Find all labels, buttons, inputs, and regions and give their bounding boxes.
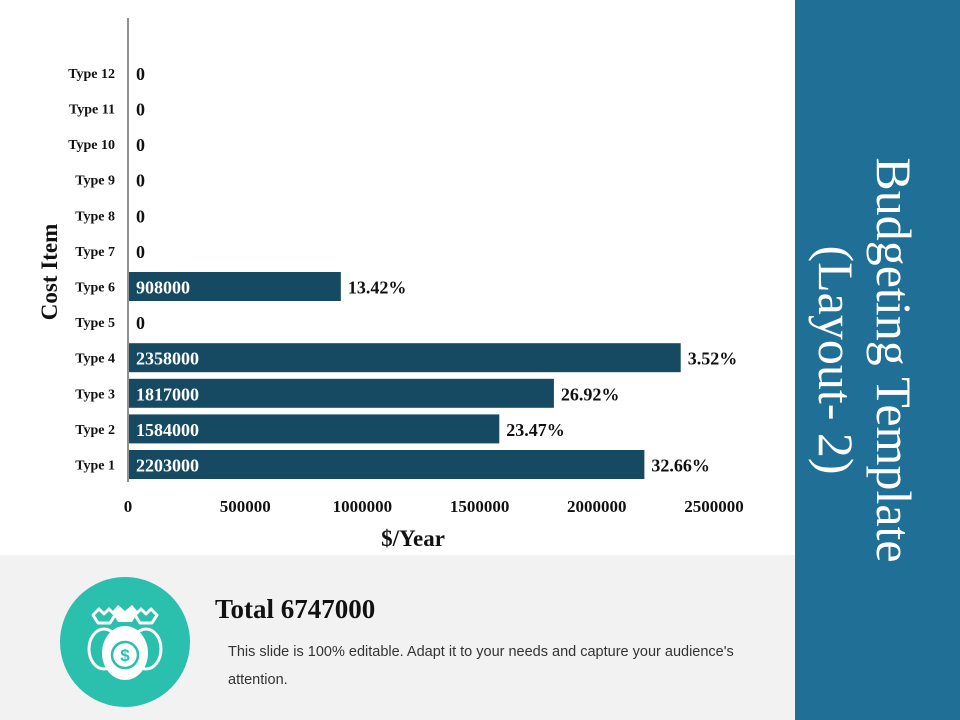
value-label-type-11: 0 (136, 100, 145, 120)
bars-group (129, 272, 681, 479)
slide-title-line1: Budgeting Template (866, 157, 922, 563)
bar-type-2 (129, 414, 500, 444)
value-label-type-8: 0 (136, 206, 145, 226)
bar-type-6 (129, 272, 341, 301)
category-labels-group: Type 1 Type 2 Type 3 Type 4 Type 5 Type 6 Type… (68, 67, 115, 474)
category-label-type-3: Type 3 (75, 387, 115, 402)
category-label-type-7: Type 7 (75, 245, 115, 260)
svg-text:$: $ (120, 646, 130, 665)
category-label-type-11: Type 11 (69, 103, 115, 118)
value-label-type-2: 1584000 (136, 420, 199, 440)
x-tick-labels-group: 0 500000 1000000 1500000 2000000 2500000 (124, 497, 744, 516)
description-text: This slide is 100% editable. Adapt it to… (228, 644, 734, 688)
value-label-type-7: 0 (136, 242, 145, 262)
category-label-type-8: Type 8 (75, 209, 115, 224)
value-label-type-12: 0 (136, 64, 145, 84)
value-label-type-10: 0 (136, 135, 145, 155)
x-tick-label-1500000: 1500000 (450, 497, 510, 516)
category-label-type-2: Type 2 (75, 423, 115, 438)
value-label-type-4: 2358000 (136, 349, 199, 369)
value-label-type-9: 0 (136, 171, 145, 191)
slide-title-line2: (Layout- 2) (808, 245, 864, 475)
value-label-type-5: 0 (136, 313, 145, 333)
x-tick-label-1000000: 1000000 (333, 497, 393, 516)
value-labels-group: 2203000 1584000 1817000 2358000 0 908000 0 0 0 0 0… (136, 64, 199, 476)
percent-label-type-3: 26.92% (561, 384, 620, 404)
x-tick-label-0: 0 (124, 497, 133, 516)
y-axis-title: Cost Item (37, 224, 62, 320)
bar-type-4 (129, 343, 681, 373)
category-label-type-1: Type 1 (75, 459, 115, 474)
category-label-type-12: Type 12 (68, 67, 115, 82)
side-title-panel (795, 0, 960, 720)
total-amount: Total 6747000 (215, 594, 376, 624)
category-label-type-10: Type 10 (68, 138, 115, 153)
percent-labels-group: 32.66% 23.47% 26.92% 3.52% 13.42% (348, 278, 737, 476)
bar-type-3 (129, 378, 554, 408)
cost-item-bar-chart: Type 1 Type 2 Type 3 Type 4 Type 5 Type 6 Type… (37, 18, 744, 551)
x-tick-label-2000000: 2000000 (567, 497, 627, 516)
percent-label-type-6: 13.42% (348, 278, 407, 298)
x-tick-label-2500000: 2500000 (684, 497, 744, 516)
category-label-type-9: Type 9 (75, 174, 115, 189)
percent-label-type-1: 32.66% (651, 456, 710, 476)
value-label-type-6: 908000 (136, 278, 190, 298)
value-label-type-1: 2203000 (136, 456, 199, 476)
value-label-type-3: 1817000 (136, 384, 199, 404)
x-axis-title: $/Year (381, 526, 445, 551)
percent-label-type-2: 23.47% (506, 420, 565, 440)
category-label-type-4: Type 4 (75, 352, 115, 367)
percent-label-type-4: 3.52% (688, 349, 738, 369)
category-label-type-6: Type 6 (75, 281, 115, 296)
slide-title: Budgeting Template (Layout- 2) (807, 157, 923, 562)
bar-type-1 (129, 450, 645, 479)
x-tick-label-500000: 500000 (220, 497, 271, 516)
money-bags-icon: $ (60, 577, 190, 707)
category-label-type-5: Type 5 (75, 316, 115, 331)
